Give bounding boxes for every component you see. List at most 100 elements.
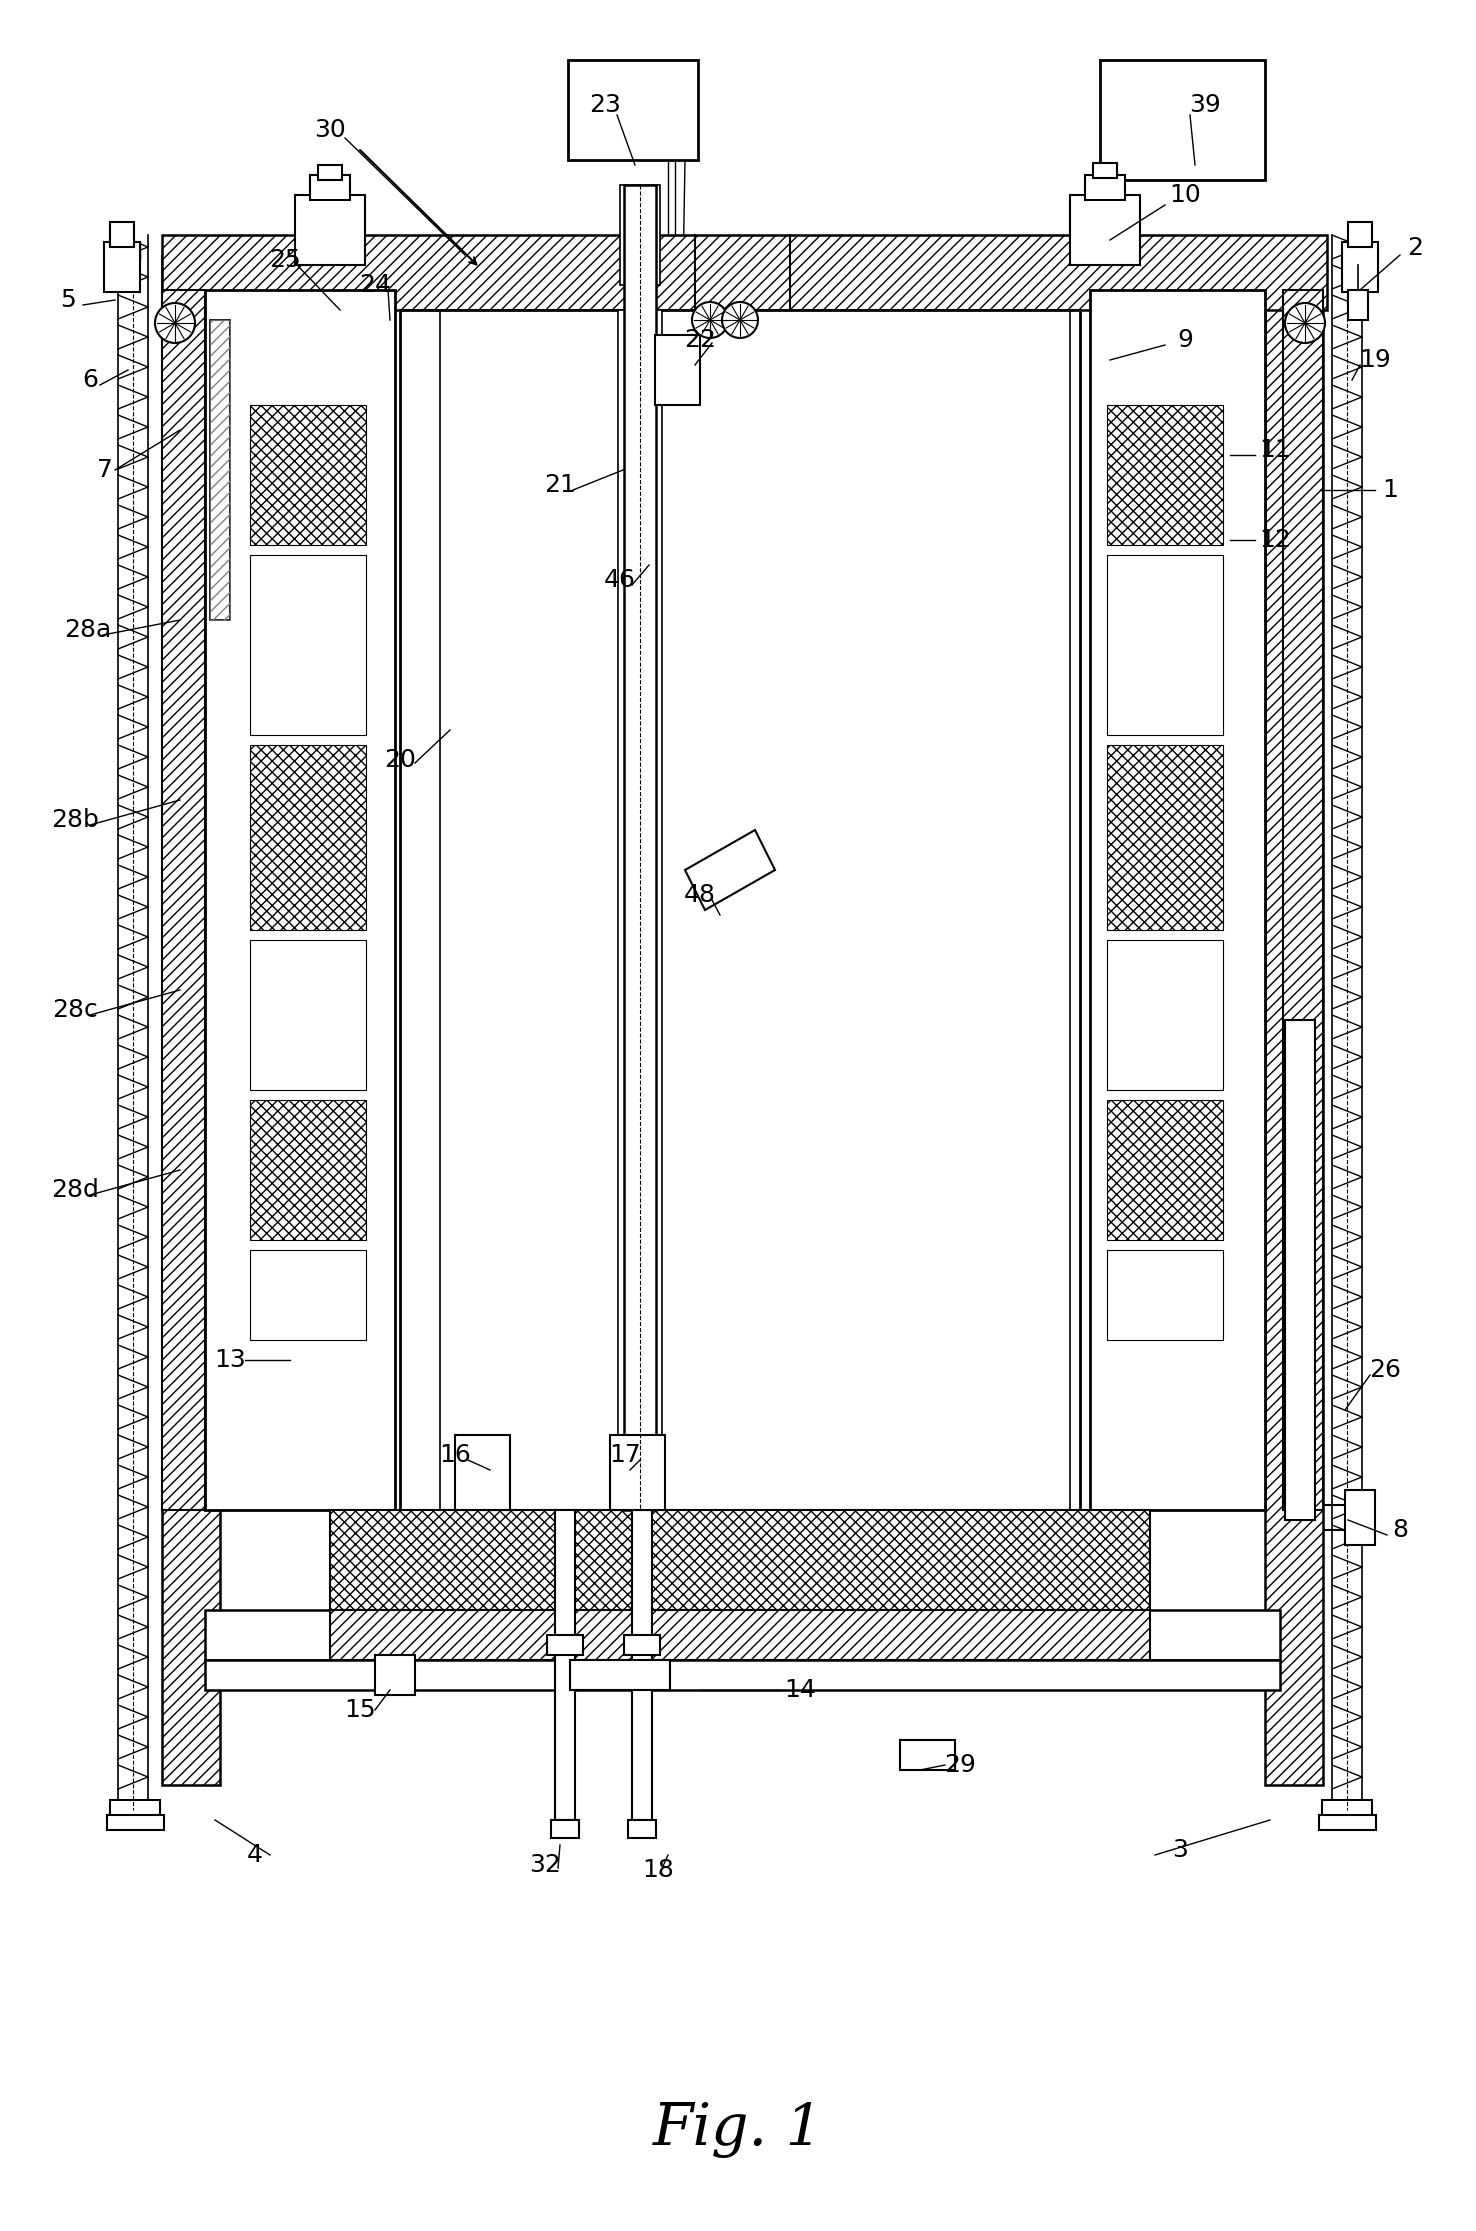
Bar xyxy=(1089,290,1265,1510)
Bar xyxy=(1322,1800,1373,1820)
Text: 28c: 28c xyxy=(52,997,97,1022)
Bar xyxy=(317,165,342,181)
Text: 10: 10 xyxy=(1169,183,1201,207)
Bar xyxy=(1320,1816,1376,1829)
Polygon shape xyxy=(685,830,775,910)
Bar xyxy=(249,556,366,734)
Bar xyxy=(1283,290,1322,1510)
Text: Fig. 1: Fig. 1 xyxy=(652,2102,824,2157)
Bar xyxy=(295,194,365,265)
Bar xyxy=(205,1611,1280,1660)
Bar xyxy=(205,1660,1280,1691)
Text: 15: 15 xyxy=(344,1698,376,1722)
Bar xyxy=(249,1100,366,1240)
Text: 14: 14 xyxy=(784,1678,816,1702)
Bar xyxy=(900,1740,955,1769)
Text: 13: 13 xyxy=(214,1348,246,1372)
Text: 8: 8 xyxy=(1392,1517,1408,1542)
Bar xyxy=(162,234,1327,310)
Text: 21: 21 xyxy=(545,473,576,498)
Text: 24: 24 xyxy=(359,272,391,297)
Bar xyxy=(1107,406,1224,544)
Text: 5: 5 xyxy=(61,288,75,312)
Bar xyxy=(632,1510,652,1820)
Text: 32: 32 xyxy=(528,1854,561,1876)
Text: 12: 12 xyxy=(1259,529,1292,551)
Text: 6: 6 xyxy=(83,368,97,393)
Bar xyxy=(1085,174,1125,201)
Text: 18: 18 xyxy=(642,1858,675,1883)
Text: 7: 7 xyxy=(97,457,114,482)
Circle shape xyxy=(692,301,728,339)
Text: 28b: 28b xyxy=(52,808,99,832)
Text: 25: 25 xyxy=(269,248,301,272)
Bar xyxy=(1345,1490,1376,1546)
Text: 4: 4 xyxy=(246,1843,263,1867)
Text: 11: 11 xyxy=(1259,437,1292,462)
Bar xyxy=(1100,60,1265,181)
Bar xyxy=(455,1435,511,1510)
Bar xyxy=(106,1816,164,1829)
Bar xyxy=(655,335,700,406)
Bar xyxy=(103,241,140,292)
Bar xyxy=(610,1435,666,1510)
Text: 2: 2 xyxy=(1407,236,1423,261)
Bar xyxy=(1286,1020,1315,1519)
Bar xyxy=(1348,223,1373,248)
Text: 16: 16 xyxy=(438,1443,471,1468)
Text: 9: 9 xyxy=(1176,328,1193,352)
Circle shape xyxy=(155,303,195,344)
Bar xyxy=(1107,1249,1224,1341)
Bar xyxy=(570,1660,670,1691)
Bar xyxy=(1107,939,1224,1091)
Text: 30: 30 xyxy=(314,118,345,143)
Text: 26: 26 xyxy=(1370,1359,1401,1381)
Bar xyxy=(111,1800,159,1820)
Bar xyxy=(618,310,630,1510)
Bar xyxy=(249,406,366,544)
Text: 28a: 28a xyxy=(65,618,112,643)
Bar xyxy=(1107,1100,1224,1240)
Bar xyxy=(555,1510,576,1820)
Bar xyxy=(205,290,396,1510)
Text: 39: 39 xyxy=(1190,94,1221,116)
Bar xyxy=(624,1635,660,1655)
Bar xyxy=(210,319,230,620)
Bar xyxy=(249,745,366,930)
Bar xyxy=(249,939,366,1091)
Bar xyxy=(1107,745,1224,930)
Text: 17: 17 xyxy=(610,1443,641,1468)
Text: 28d: 28d xyxy=(52,1178,99,1203)
Text: 20: 20 xyxy=(384,747,416,772)
Text: 29: 29 xyxy=(945,1754,976,1778)
Bar xyxy=(210,319,230,620)
Bar xyxy=(620,185,660,286)
Bar xyxy=(548,1635,583,1655)
Text: 23: 23 xyxy=(589,94,621,116)
Bar xyxy=(375,1655,415,1696)
Circle shape xyxy=(1286,303,1325,344)
Bar xyxy=(1107,556,1224,734)
Bar xyxy=(624,185,655,1510)
Bar xyxy=(249,1249,366,1341)
Bar xyxy=(111,223,134,248)
Bar xyxy=(1094,163,1117,178)
Text: 3: 3 xyxy=(1172,1838,1188,1863)
Bar xyxy=(1265,254,1322,1785)
Text: 48: 48 xyxy=(683,883,716,908)
Bar xyxy=(649,310,663,1510)
Bar xyxy=(331,1510,1150,1611)
Bar xyxy=(400,310,1080,1510)
Bar xyxy=(162,254,220,1785)
Text: 1: 1 xyxy=(1382,477,1398,502)
Bar xyxy=(310,174,350,201)
Bar xyxy=(568,60,698,161)
Bar xyxy=(1348,290,1368,319)
Bar xyxy=(1070,194,1139,265)
Text: 22: 22 xyxy=(683,328,716,352)
Bar xyxy=(1342,241,1379,292)
Circle shape xyxy=(722,301,759,339)
Text: 46: 46 xyxy=(604,569,636,591)
Text: 19: 19 xyxy=(1359,348,1390,373)
Bar xyxy=(551,1820,579,1838)
